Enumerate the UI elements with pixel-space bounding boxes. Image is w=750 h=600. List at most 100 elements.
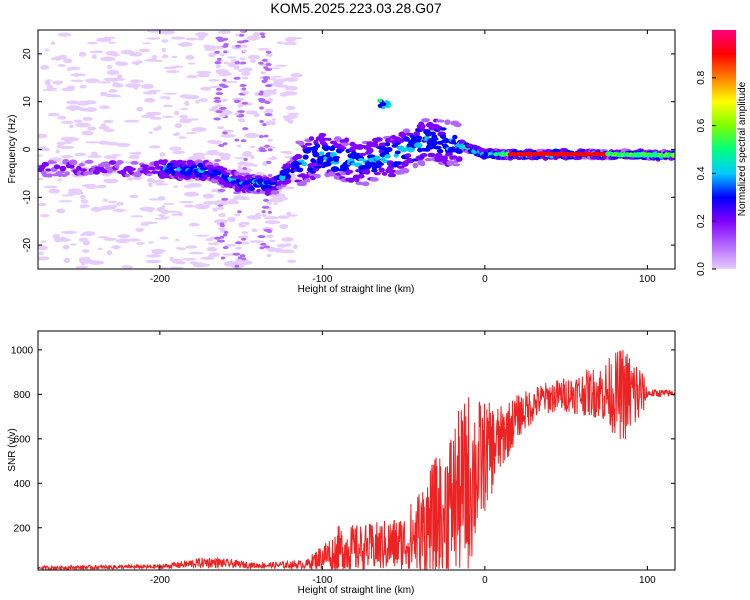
- spectrogram-cell: [172, 133, 179, 137]
- spectrogram-cell: [261, 79, 268, 83]
- spectrogram-cell: [223, 42, 229, 46]
- spectrogram-cell: [125, 83, 141, 88]
- spectrogram-x-tick-label: 0: [482, 274, 488, 285]
- spectrogram-cell: [220, 155, 231, 161]
- spectrogram-cell: [97, 236, 110, 239]
- spectrogram-cell: [50, 41, 56, 45]
- spectrogram-cell: [155, 183, 169, 186]
- spectrogram-cell: [241, 257, 247, 261]
- spectrogram-cell: [222, 246, 229, 250]
- spectrogram-cell: [271, 121, 276, 126]
- spectrogram-cell: [266, 157, 279, 160]
- spectrogram-cell: [280, 150, 289, 154]
- spectrogram-cell: [326, 137, 332, 141]
- spectrogram-cell: [320, 133, 327, 137]
- colorbar-label: Normalized spectral amplitude: [737, 81, 748, 216]
- spectrogram-cell: [218, 106, 227, 110]
- spectrogram-cell: [46, 79, 52, 82]
- spectrogram-cell: [137, 80, 144, 83]
- spectrogram-cell: [60, 154, 74, 159]
- spectrogram-cell: [178, 136, 187, 139]
- spectrogram-cell: [672, 152, 675, 157]
- spectrogram-cell: [257, 47, 270, 51]
- spectrogram-cell: [146, 172, 152, 177]
- spectrogram-cell: [58, 238, 72, 242]
- spectrogram-cell: [297, 140, 305, 146]
- spectrogram-cell: [421, 118, 430, 123]
- spectrogram-cell: [264, 108, 274, 114]
- spectrogram-cell: [145, 111, 162, 116]
- spectrogram-cell: [231, 97, 245, 101]
- spectrogram-cell: [212, 241, 219, 246]
- spectrogram-cell: [292, 244, 298, 250]
- spectrogram-cell: [203, 200, 216, 205]
- spectrogram-cell: [263, 100, 269, 104]
- spectrogram-cell: [145, 259, 161, 264]
- spectrogram-cell: [112, 83, 124, 88]
- spectrogram-cell: [75, 122, 91, 128]
- spectrogram-cell: [126, 177, 134, 181]
- colorbar-ticks: 0.0 0.2 0.4 0.6 0.8: [696, 70, 716, 276]
- spectrogram-cell: [98, 125, 110, 130]
- spectrogram-cell: [47, 112, 60, 117]
- spectrogram-cell: [116, 74, 123, 79]
- spectrogram-cell: [249, 59, 256, 63]
- spectrogram-cell: [287, 119, 294, 124]
- spectrogram-cell: [146, 178, 155, 183]
- colorbar-tick-label: 0.2: [696, 214, 707, 228]
- spectrogram-cell: [413, 139, 420, 144]
- spectrogram-cell: [217, 188, 226, 192]
- spectrogram-cell: [160, 216, 170, 219]
- spectrogram-cell: [55, 149, 60, 154]
- spectrogram-cell: [174, 238, 180, 242]
- spectrogram-cell: [237, 256, 243, 260]
- spectrogram-cell: [263, 134, 269, 138]
- spectrogram-cell: [61, 194, 75, 197]
- spectrogram-cell: [237, 260, 253, 265]
- spectrogram-cell: [91, 54, 97, 60]
- spectrogram-cell: [269, 239, 276, 243]
- spectrogram-cell: [226, 56, 237, 59]
- spectrogram-cell: [110, 245, 122, 249]
- snr-y-ticks: 200 400 600 800 1000: [11, 345, 675, 534]
- spectrogram-cell: [268, 78, 278, 81]
- spectrogram-cell: [148, 182, 153, 188]
- spectrogram-cell: [279, 224, 289, 230]
- spectrogram-cell: [112, 82, 119, 85]
- spectrogram-cell: [301, 161, 307, 167]
- spectrogram-cell: [237, 69, 244, 73]
- spectrogram-cell: [261, 58, 268, 62]
- spectrogram-cell: [214, 158, 221, 162]
- spectrogram-cell: [146, 30, 162, 33]
- spectrogram-cell: [221, 98, 228, 102]
- spectrogram-cell: [266, 234, 274, 238]
- spectrogram-cell: [130, 167, 136, 171]
- spectrogram-cell: [215, 110, 223, 114]
- spectrogram-cell: [418, 121, 425, 127]
- spectrogram-cell: [192, 262, 206, 268]
- spectrogram-cell: [285, 173, 291, 180]
- spectrogram-cell: [259, 106, 264, 110]
- spectrogram-cell: [214, 50, 221, 54]
- spectrogram-cell: [216, 57, 222, 61]
- spectrogram-cell: [103, 119, 114, 123]
- spectrogram-cell: [177, 211, 183, 217]
- spectrogram-cell: [395, 161, 403, 165]
- spectrogram-cell: [284, 85, 298, 91]
- snr-x-ticks: -200 -100 0 100: [150, 331, 656, 586]
- spectrogram-cell: [69, 124, 74, 129]
- spectrogram-cell: [39, 214, 50, 217]
- spectrogram-cell: [148, 59, 165, 62]
- spectrogram-cell: [280, 249, 295, 254]
- spectrogram-cell: [242, 167, 248, 171]
- colorbar-tick-label: 0.6: [696, 118, 707, 132]
- spectrogram-cell: [294, 153, 303, 160]
- spectrogram-cell: [337, 146, 347, 150]
- snr-y-tick-label: 200: [14, 523, 31, 534]
- spectrogram-cell: [260, 92, 272, 98]
- spectrogram-cell: [241, 90, 250, 94]
- spectrogram-cell: [66, 100, 80, 105]
- spectrogram-cell: [58, 200, 73, 203]
- spectrogram-cell: [87, 41, 98, 45]
- spectrogram-cell: [44, 48, 50, 52]
